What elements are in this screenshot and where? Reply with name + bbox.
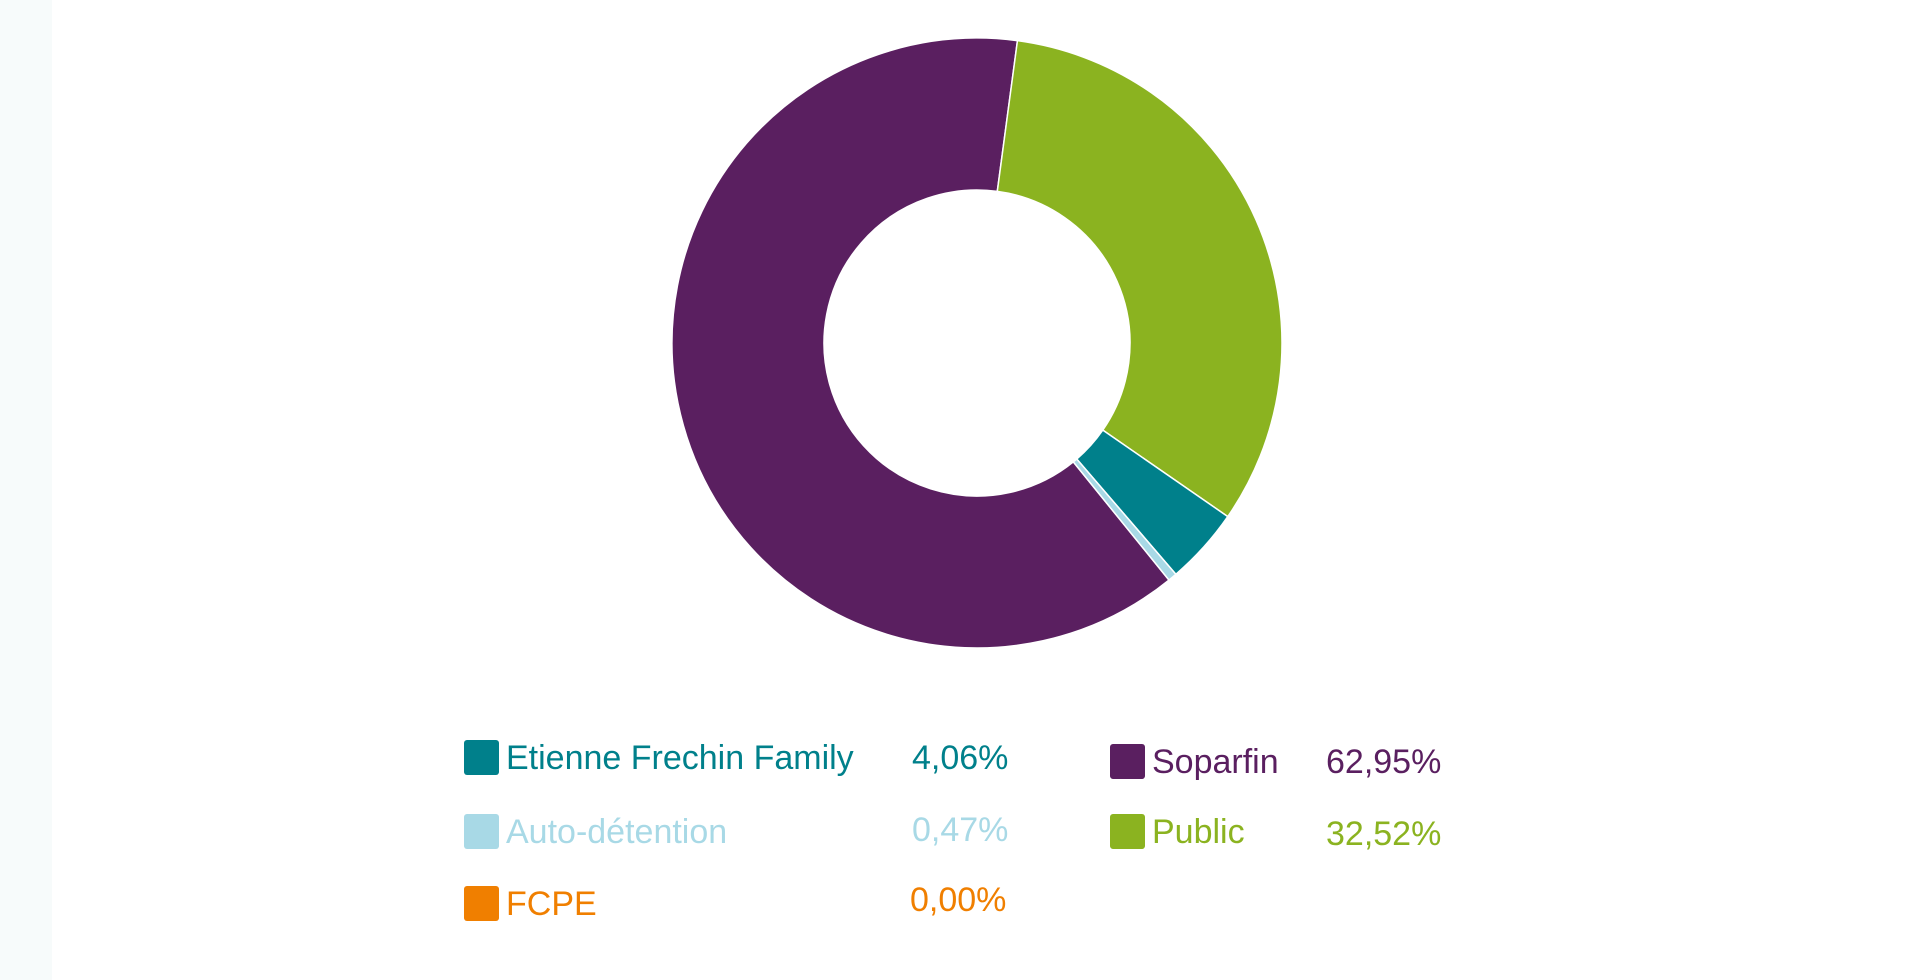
legend-value-etienne-frechin-family: 4,06% bbox=[912, 739, 1009, 777]
legend-label-fcpe: FCPE bbox=[506, 885, 597, 923]
legend-swatch-etienne-frechin-family bbox=[464, 740, 499, 775]
legend-value-fcpe: 0,00% bbox=[910, 881, 1007, 919]
slice-soparfin bbox=[671, 37, 1170, 649]
legend-swatch-public bbox=[1110, 814, 1145, 849]
legend-value-public: 32,52% bbox=[1326, 815, 1442, 853]
legend-label-soparfin: Soparfin bbox=[1152, 743, 1279, 781]
legend-swatch-soparfin bbox=[1110, 744, 1145, 779]
legend-swatch-auto-detention bbox=[464, 814, 499, 849]
legend-label-public: Public bbox=[1152, 813, 1245, 851]
slice-public bbox=[996, 39, 1283, 518]
legend-label-etienne-frechin-family: Etienne Frechin Family bbox=[506, 739, 854, 777]
slice-auto-detention bbox=[1072, 457, 1177, 582]
legend-label-auto-detention: Auto-détention bbox=[506, 813, 728, 851]
legend-value-soparfin: 62,95% bbox=[1326, 743, 1442, 781]
legend-swatch-fcpe bbox=[464, 886, 499, 921]
legend-value-auto-detention: 0,47% bbox=[912, 811, 1009, 849]
